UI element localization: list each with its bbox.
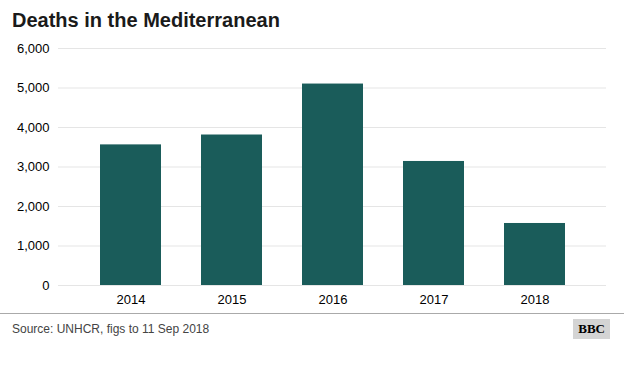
- svg-text:2016: 2016: [319, 292, 348, 307]
- svg-text:1,000: 1,000: [17, 238, 50, 253]
- svg-text:2014: 2014: [117, 292, 146, 307]
- svg-text:3,000: 3,000: [17, 159, 50, 174]
- svg-text:0: 0: [42, 278, 49, 293]
- svg-text:2,000: 2,000: [17, 199, 50, 214]
- html-text:Source: UNHCR, figs to 11 Sep: Source: UNHCR, figs to 11 Sep 2018: [12, 321, 210, 336]
- svg-text:2015: 2015: [218, 292, 247, 307]
- svg-text:4,000: 4,000: [17, 120, 50, 135]
- html-text:Deaths in the Mediterranean: Deaths in the Mediterranean: [12, 9, 280, 31]
- svg-text:6,000: 6,000: [17, 41, 50, 56]
- svg-text:5,000: 5,000: [17, 80, 50, 95]
- svg-text:2017: 2017: [420, 292, 449, 307]
- html-text:BBC: BBC: [578, 320, 605, 336]
- svg-text:2018: 2018: [521, 292, 550, 307]
